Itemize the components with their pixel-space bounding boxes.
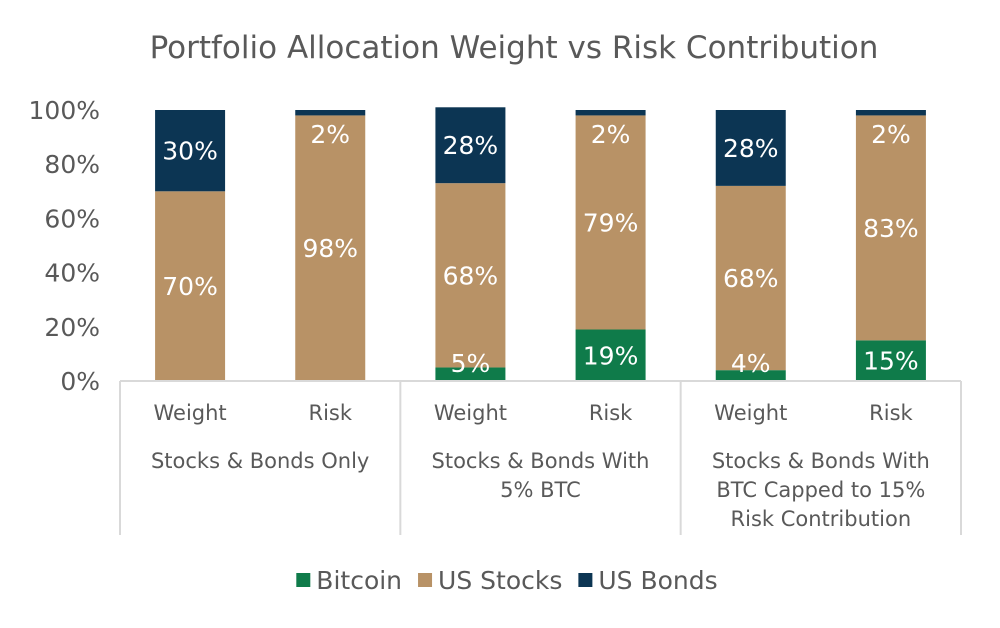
bar-segment-us-bonds xyxy=(155,110,226,192)
y-tick-label: 0% xyxy=(60,367,100,396)
y-tick-label: 100% xyxy=(29,96,100,125)
group-label: Stocks & Bonds With xyxy=(712,449,930,473)
data-label: 70% xyxy=(162,272,218,301)
bar-segment-us-bonds xyxy=(575,110,646,116)
bar-segment-us-stocks xyxy=(155,191,226,381)
y-axis: 0% 20% 40% 60% 80% 100% xyxy=(29,96,100,396)
group-label: 5% BTC xyxy=(500,478,581,502)
data-label: 98% xyxy=(302,234,358,263)
bar-segment-us-bonds xyxy=(855,110,926,116)
legend-swatch-us-bonds xyxy=(578,573,593,587)
x-tick-label: Risk xyxy=(869,401,913,425)
x-tick-label: Weight xyxy=(153,401,226,425)
data-label: 68% xyxy=(443,261,499,290)
data-label: 79% xyxy=(583,208,639,237)
legend-swatch-bitcoin xyxy=(296,573,311,587)
data-label: 30% xyxy=(162,137,218,166)
bar-segment-bitcoin xyxy=(715,370,786,381)
x-axis: Weight Risk Weight Risk Weight Risk Stocks & B… xyxy=(119,380,962,535)
x-tick-label: Weight xyxy=(434,401,507,425)
group-label: Stocks & Bonds Only xyxy=(151,449,369,473)
group-label: Stocks & Bonds With xyxy=(432,449,650,473)
legend-label: US Stocks xyxy=(438,566,562,595)
legend-swatch-us-stocks xyxy=(418,573,433,587)
data-label: 2% xyxy=(310,120,350,149)
bar-segment-us-stocks xyxy=(295,115,366,382)
legend: Bitcoin US Stocks US Bonds xyxy=(296,566,718,595)
legend-label: Bitcoin xyxy=(316,566,402,595)
y-tick-label: 60% xyxy=(44,204,100,233)
bar-segment-bitcoin xyxy=(435,367,506,381)
data-label: 5% xyxy=(451,349,491,378)
bar-segment-us-stocks xyxy=(715,185,786,371)
bar-segment-bitcoin xyxy=(855,340,926,381)
bar-segment-us-bonds xyxy=(295,110,366,116)
group-label: Risk Contribution xyxy=(731,507,912,531)
chart-title: Portfolio Allocation Weight vs Risk Cont… xyxy=(150,30,879,66)
data-label: 83% xyxy=(863,214,919,243)
legend-label: US Bonds xyxy=(598,566,717,595)
data-label: 4% xyxy=(731,349,771,378)
bar-segment-us-bonds xyxy=(435,107,506,184)
bars xyxy=(155,107,926,382)
x-tick-label: Weight xyxy=(714,401,787,425)
y-tick-label: 20% xyxy=(44,313,100,342)
data-label: 2% xyxy=(871,120,911,149)
group-label: BTC Capped to 15% xyxy=(716,478,925,502)
bar-segment-us-bonds xyxy=(715,110,786,186)
y-tick-label: 40% xyxy=(44,259,100,288)
bar-segment-us-stocks xyxy=(435,183,506,368)
data-labels: 70% 30% 98% 2% 5% 68% 28% 19% 79% 2% 4% 68% 28% 15% 83… xyxy=(162,120,918,378)
x-tick-label: Risk xyxy=(589,401,633,425)
bar-segment-us-stocks xyxy=(575,115,646,330)
data-label: 68% xyxy=(723,264,779,293)
data-label: 28% xyxy=(723,134,779,163)
data-label: 28% xyxy=(443,131,499,160)
data-label: 2% xyxy=(591,120,631,149)
data-label: 15% xyxy=(863,347,919,376)
bar-segment-bitcoin xyxy=(575,329,646,381)
y-tick-label: 80% xyxy=(44,150,100,179)
bar-segment-us-stocks xyxy=(855,115,926,341)
x-tick-label: Risk xyxy=(308,401,352,425)
data-label: 19% xyxy=(583,341,639,370)
